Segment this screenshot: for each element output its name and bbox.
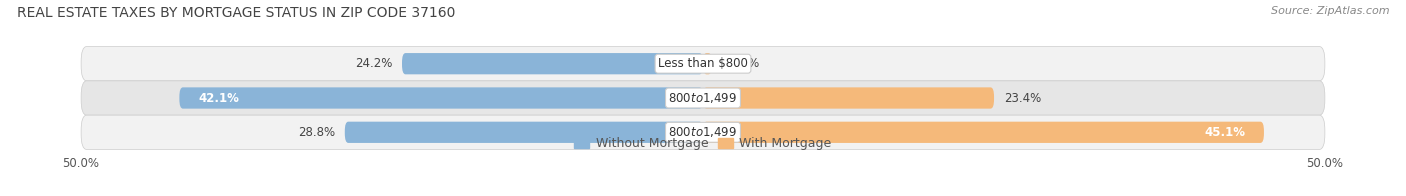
Text: 0.72%: 0.72% [721,57,759,70]
Text: $800 to $1,499: $800 to $1,499 [668,91,738,105]
FancyBboxPatch shape [703,87,994,109]
Text: 28.8%: 28.8% [298,126,335,139]
FancyBboxPatch shape [82,47,1324,81]
Legend: Without Mortgage, With Mortgage: Without Mortgage, With Mortgage [569,132,837,155]
FancyBboxPatch shape [703,53,711,74]
Text: 24.2%: 24.2% [354,57,392,70]
Text: Source: ZipAtlas.com: Source: ZipAtlas.com [1271,6,1389,16]
FancyBboxPatch shape [180,87,703,109]
Text: 42.1%: 42.1% [198,92,239,104]
FancyBboxPatch shape [82,115,1324,150]
Text: Less than $800: Less than $800 [658,57,748,70]
Text: $800 to $1,499: $800 to $1,499 [668,125,738,139]
FancyBboxPatch shape [703,122,1264,143]
Text: 23.4%: 23.4% [1004,92,1042,104]
FancyBboxPatch shape [344,122,703,143]
FancyBboxPatch shape [82,81,1324,115]
Text: REAL ESTATE TAXES BY MORTGAGE STATUS IN ZIP CODE 37160: REAL ESTATE TAXES BY MORTGAGE STATUS IN … [17,6,456,20]
FancyBboxPatch shape [402,53,703,74]
Text: 45.1%: 45.1% [1205,126,1246,139]
